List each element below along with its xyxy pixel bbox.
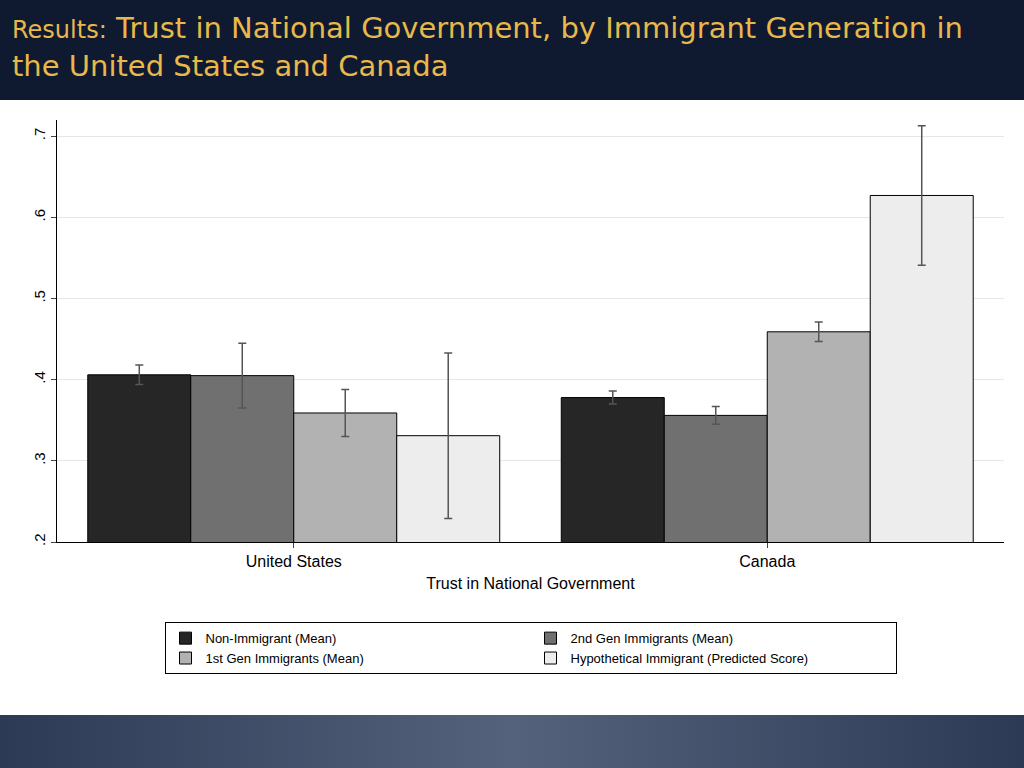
html-text:Results:Trust in National Gove: Results:Trust in National Government, by… (12, 11, 963, 83)
svg-text:2nd Gen Immigrants (Mean): 2nd Gen Immigrants (Mean) (571, 631, 734, 646)
svg-text:.2: .2 (31, 533, 48, 546)
svg-text:1st Gen Immigrants (Mean): 1st Gen Immigrants (Mean) (206, 651, 364, 666)
svg-text:Trust in National Government: Trust in National Government (426, 575, 635, 592)
svg-text:Canada: Canada (739, 553, 795, 570)
svg-text:.4: .4 (31, 371, 48, 384)
svg-text:Hypothetical Immigrant (Predic: Hypothetical Immigrant (Predicted Score) (571, 651, 809, 666)
svg-text:United States: United States (246, 553, 342, 570)
svg-text:.3: .3 (31, 452, 48, 465)
svg-text:Non-Immigrant (Mean): Non-Immigrant (Mean) (206, 631, 337, 646)
svg-text:.7: .7 (31, 128, 48, 141)
svg-text:.5: .5 (31, 290, 48, 303)
svg-text:.6: .6 (31, 209, 48, 222)
